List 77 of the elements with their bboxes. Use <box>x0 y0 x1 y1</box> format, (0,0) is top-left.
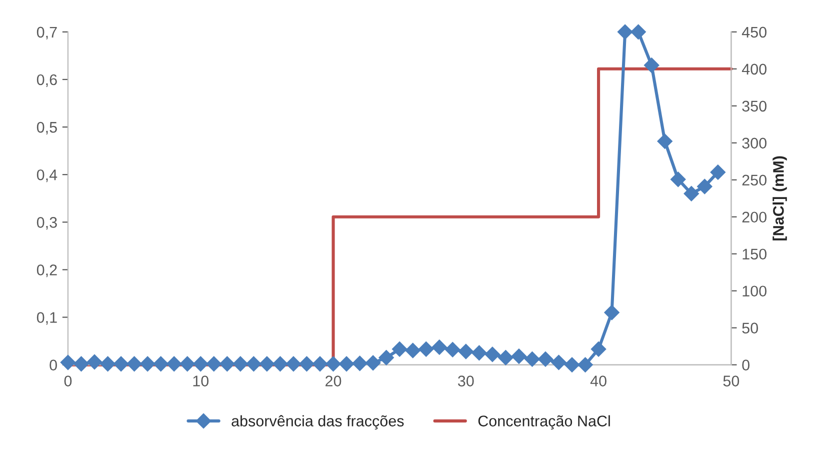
point <box>153 356 168 372</box>
point <box>113 356 129 372</box>
point <box>126 356 142 372</box>
y-tick-label: 0,6 <box>36 74 57 87</box>
point <box>338 356 354 372</box>
y-tick-label: 0,3 <box>36 217 57 230</box>
legend-label: absorvência das fracções <box>232 415 404 430</box>
y2-tick-label: 50 <box>742 322 758 334</box>
point <box>617 24 633 40</box>
x-tick-label: 50 <box>723 376 740 386</box>
point <box>564 357 580 372</box>
point <box>246 356 262 372</box>
x-tick-label: 30 <box>458 376 474 386</box>
x-tick-label: 10 <box>193 376 209 386</box>
y2-tick-label: 450 <box>742 26 766 38</box>
point <box>578 357 593 372</box>
point <box>60 354 76 370</box>
point <box>74 356 89 372</box>
point <box>538 352 554 367</box>
y-tick-label: 0,4 <box>36 169 58 182</box>
y-tick-label: 0,2 <box>36 264 57 278</box>
point <box>206 356 222 372</box>
point <box>657 134 672 149</box>
point <box>312 356 328 372</box>
point <box>458 344 474 360</box>
point <box>259 356 275 372</box>
point <box>432 340 447 355</box>
point <box>100 356 116 372</box>
point <box>644 58 660 73</box>
point <box>524 352 540 367</box>
point <box>140 356 156 372</box>
point <box>352 356 368 371</box>
x-tick-label: 40 <box>590 376 606 386</box>
point <box>365 355 381 370</box>
point <box>286 356 302 372</box>
point <box>272 356 288 372</box>
point <box>484 346 500 362</box>
point <box>511 348 527 364</box>
point <box>670 172 686 187</box>
point <box>405 342 420 358</box>
point <box>604 304 620 320</box>
legend-label: Concentração NaCl <box>478 415 610 430</box>
point <box>630 24 646 40</box>
point <box>710 164 726 180</box>
point <box>684 186 699 202</box>
y-tick-label: 0 <box>50 360 57 370</box>
point <box>418 342 434 357</box>
point <box>166 356 182 372</box>
point <box>472 345 487 360</box>
y2-tick-label: 100 <box>742 286 766 297</box>
point <box>232 356 248 372</box>
point <box>590 342 606 357</box>
point <box>86 354 102 370</box>
point <box>193 356 208 372</box>
point <box>392 342 408 357</box>
y2-tick-label: 300 <box>742 138 766 149</box>
y2-tick-label: 250 <box>742 174 766 186</box>
y2-axis-title: [NaCl] (mM) <box>772 156 787 240</box>
y-tick-label: 0,7 <box>36 26 57 40</box>
y-tick-label: 0,5 <box>36 122 57 135</box>
y2-tick-label: 0 <box>742 360 750 370</box>
point <box>498 350 514 366</box>
point <box>299 356 314 372</box>
point <box>180 356 195 372</box>
x-tick-label: 0 <box>64 376 72 386</box>
point <box>378 350 394 366</box>
point <box>326 356 341 372</box>
point <box>551 354 566 370</box>
x-tick-label: 20 <box>326 376 342 386</box>
point <box>697 178 712 194</box>
y-tick-label: 0,1 <box>36 312 57 325</box>
point <box>445 342 460 358</box>
y2-tick-label: 150 <box>742 248 766 260</box>
y2-tick-label: 400 <box>742 64 766 75</box>
point <box>220 356 235 372</box>
y2-tick-label: 200 <box>742 212 766 223</box>
y2-tick-label: 350 <box>742 100 766 112</box>
